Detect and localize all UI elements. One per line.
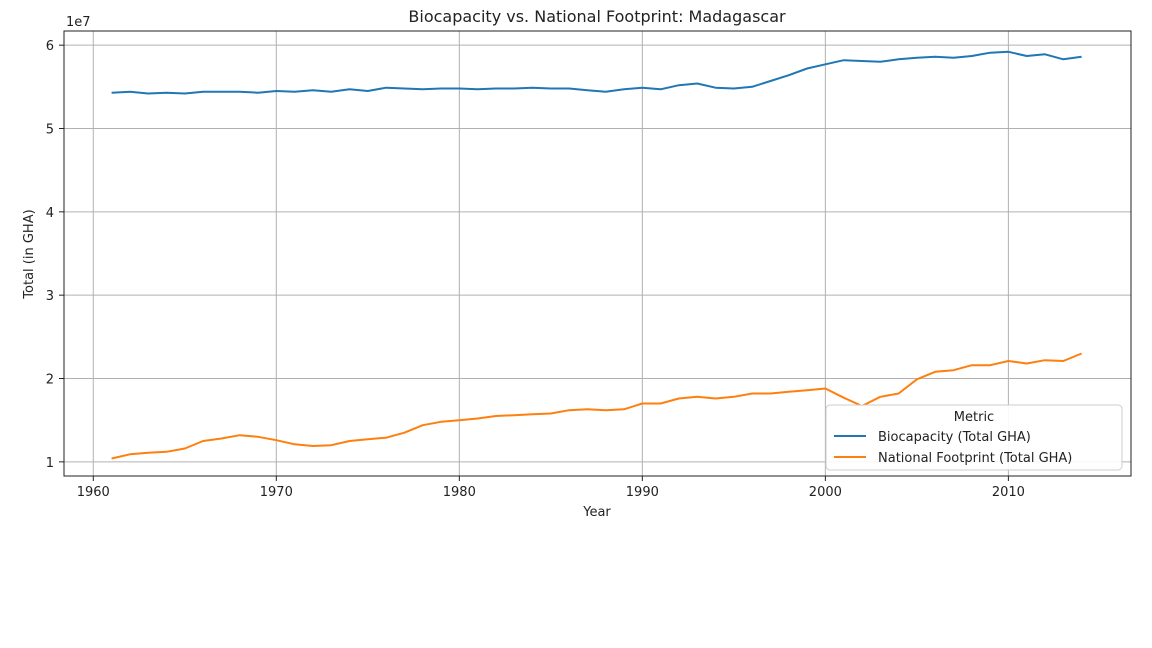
legend-box [825, 404, 1123, 471]
x-tick-label: 1980 [443, 485, 476, 500]
legend-title: Metric [954, 410, 994, 425]
x-axis-label: Year [582, 505, 611, 520]
x-tick-label: 2000 [809, 485, 842, 500]
y-tick-label: 3 [46, 289, 54, 304]
x-tick-label: 2010 [992, 485, 1025, 500]
legend-label-biocapacity: Biocapacity (Total GHA) [878, 430, 1031, 445]
y-offset-label: 1e7 [66, 15, 91, 30]
chart-title: Biocapacity vs. National Footprint: Mada… [408, 7, 786, 26]
x-tick-label: 1990 [626, 485, 659, 500]
series-line-biocapacity [111, 50, 1082, 95]
plot-frame [63, 30, 1132, 477]
y-tick-label: 2 [46, 373, 54, 388]
legend-label-national-footprint: National Footprint (Total GHA) [878, 451, 1072, 466]
x-tick-label: 1970 [260, 485, 293, 500]
y-tick-label: 4 [46, 206, 54, 221]
y-tick-label: 6 [46, 39, 54, 54]
y-axis-label: Total (in GHA) [22, 209, 37, 299]
x-tick-label: 1960 [77, 485, 110, 500]
y-tick-label: 1 [46, 456, 54, 471]
grid [64, 31, 1131, 476]
legend: Metric Biocapacity (Total GHA) National … [825, 404, 1123, 471]
axis-ticks: 1960 1970 1980 1990 2000 2010 1 2 3 4 5 6 [46, 39, 1025, 500]
y-tick-label: 5 [46, 123, 54, 138]
series-line-national-footprint [111, 352, 1082, 460]
series-lines [111, 50, 1082, 460]
